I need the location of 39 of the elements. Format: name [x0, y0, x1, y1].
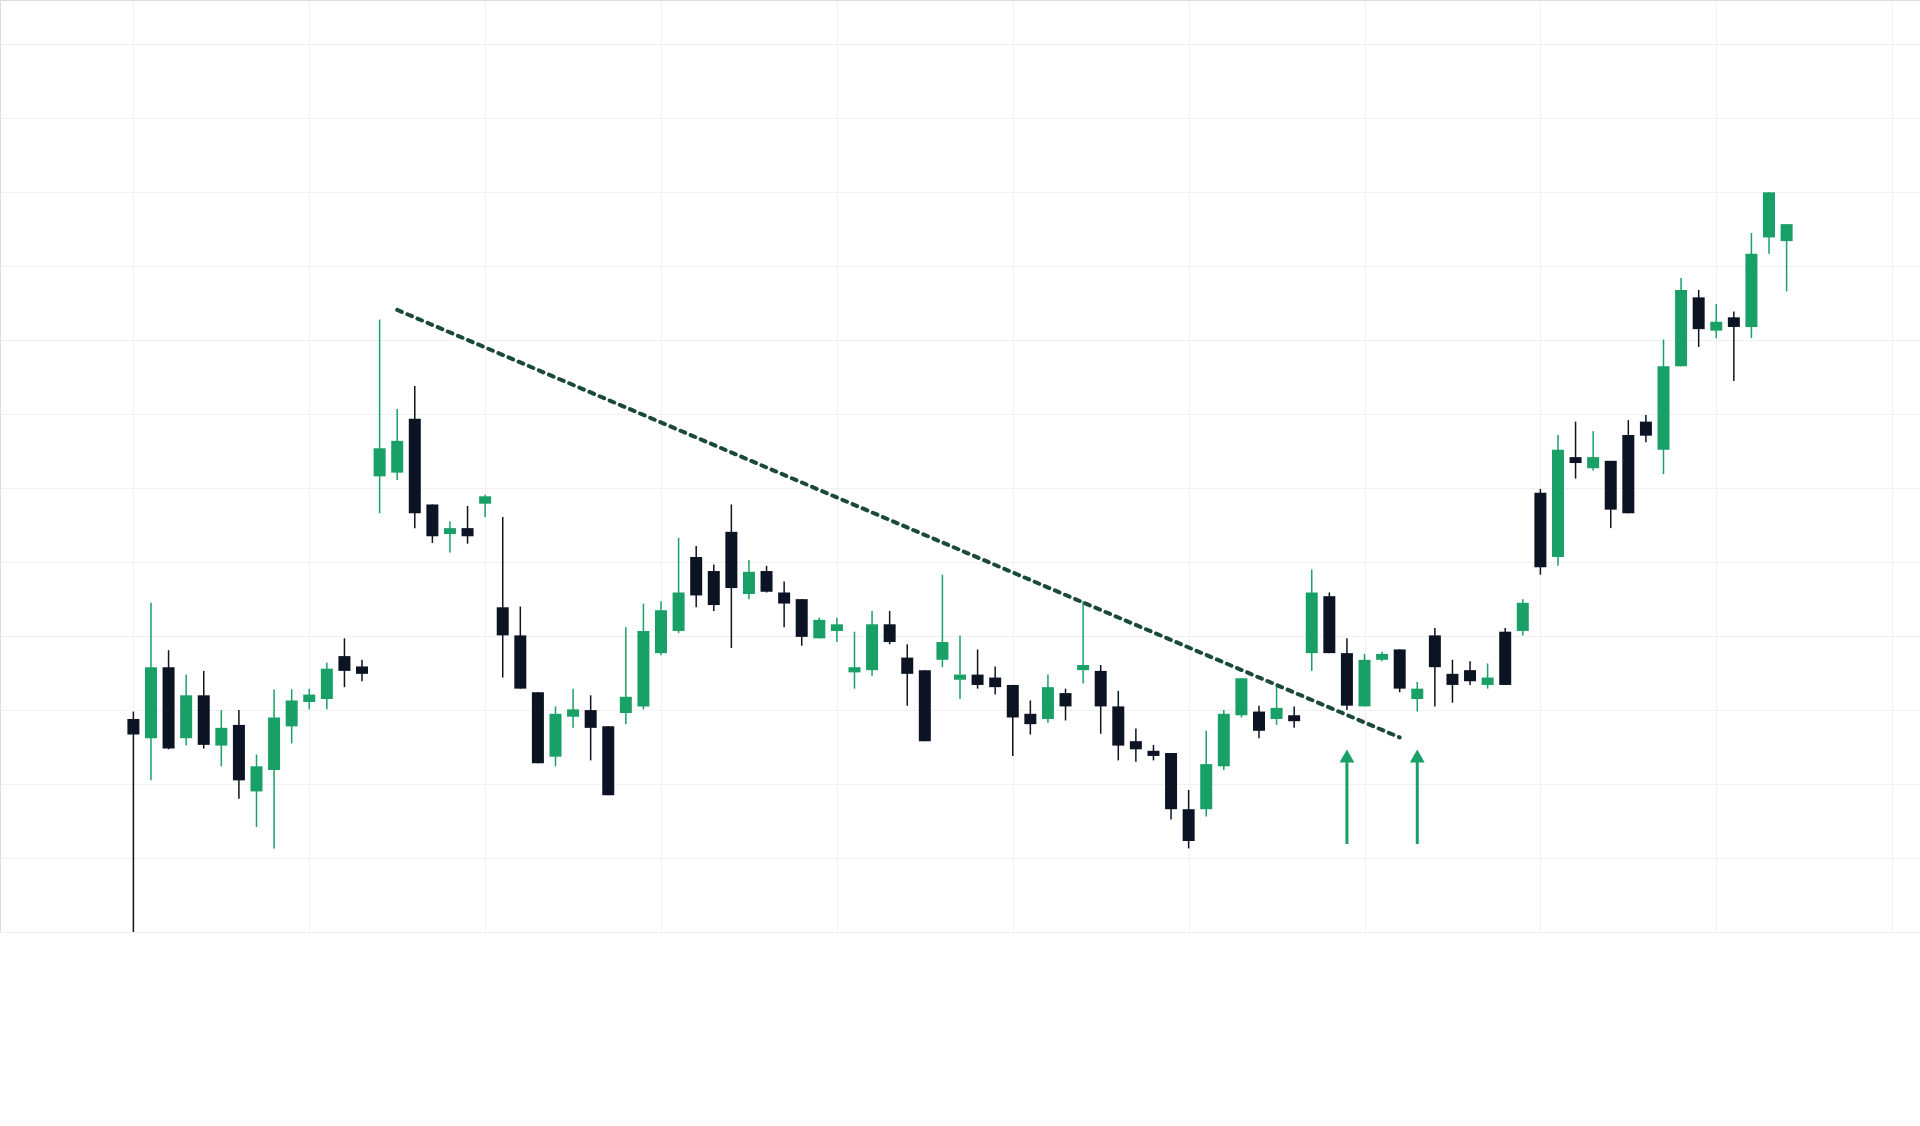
candlestick [1710, 303, 1723, 339]
candlestick [883, 610, 896, 646]
candlestick [1252, 704, 1265, 739]
candlestick [215, 709, 228, 768]
candlestick [1464, 660, 1477, 686]
candlestick [338, 637, 351, 688]
candlestick [954, 634, 966, 700]
candlestick [443, 520, 456, 554]
candlestick [848, 630, 861, 690]
candlestick [936, 573, 949, 668]
candlestick [830, 616, 843, 643]
candlestick [619, 626, 632, 725]
candlestick [1059, 687, 1072, 722]
candlestick [567, 687, 580, 729]
candlestick [356, 659, 369, 682]
candlestick [778, 580, 791, 628]
candlestick [1288, 705, 1301, 729]
candlestick [479, 494, 492, 518]
candlestick [760, 565, 773, 594]
candlestick [742, 559, 755, 600]
candlestick [1780, 223, 1793, 293]
candlestick [1587, 430, 1600, 472]
candlestick [1446, 659, 1459, 704]
candlestick [303, 687, 316, 711]
candlestick [1411, 681, 1424, 713]
candlestick [1129, 727, 1142, 763]
candlestick [1481, 662, 1494, 690]
candlestick [1077, 600, 1090, 685]
candlestick [901, 643, 914, 707]
candlestick [1270, 684, 1283, 726]
candlestick [461, 505, 474, 545]
candlestick [1727, 310, 1740, 382]
candlestick [1639, 414, 1652, 444]
candlestick [1024, 699, 1037, 736]
candlestick [1569, 420, 1582, 480]
candlestick [989, 665, 1002, 696]
candlestick [127, 710, 140, 933]
candlestick [971, 648, 984, 690]
candlestick [584, 694, 597, 762]
